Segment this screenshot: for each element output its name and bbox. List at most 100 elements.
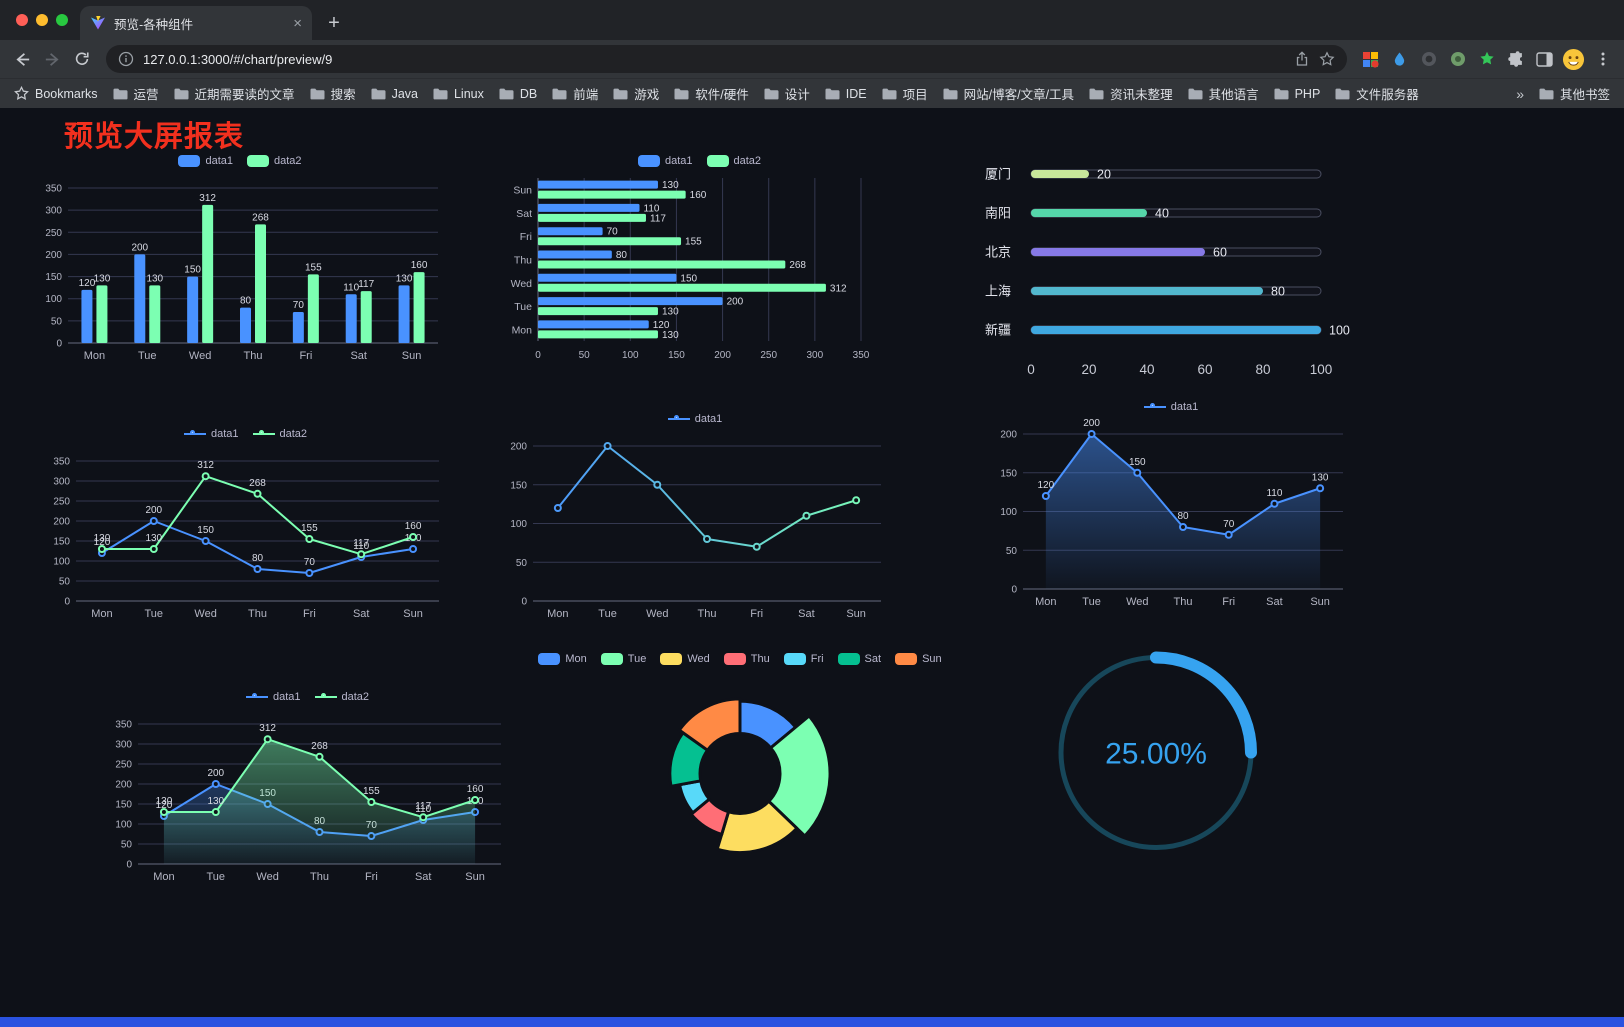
site-info-icon[interactable]: [118, 51, 134, 67]
svg-text:80: 80: [616, 250, 628, 261]
legend-item[interactable]: Sun: [895, 653, 942, 665]
legend-item[interactable]: data1: [667, 413, 722, 425]
bookmark-folder[interactable]: 游戏: [613, 84, 659, 103]
legend-item[interactable]: data2: [314, 691, 369, 703]
svg-text:厦门: 厦门: [985, 167, 1011, 182]
svg-text:Thu: Thu: [514, 255, 532, 267]
other-bookmarks-item[interactable]: 其他书签: [1539, 84, 1610, 103]
bookmark-folder[interactable]: PHP: [1274, 84, 1320, 103]
bookmark-folder[interactable]: 设计: [764, 84, 810, 103]
profile-avatar[interactable]: [1560, 46, 1587, 73]
legend-item[interactable]: Tue: [600, 653, 646, 665]
svg-text:Fri: Fri: [750, 608, 763, 620]
bookmark-folder[interactable]: Linux: [433, 84, 484, 103]
close-window-button[interactable]: [16, 14, 28, 26]
bookmarks-overflow-chevron[interactable]: »: [1516, 85, 1524, 102]
browser-menu-icon[interactable]: [1589, 46, 1616, 73]
extensions-puzzle-icon[interactable]: [1502, 46, 1529, 73]
legend-item[interactable]: data2: [706, 155, 761, 167]
star-icon: [14, 86, 29, 100]
browser-tab[interactable]: 预览-各种组件 ×: [80, 6, 312, 40]
bookmark-folder[interactable]: 其他语言: [1188, 84, 1259, 103]
svg-text:117: 117: [415, 801, 431, 812]
legend-item[interactable]: data1: [245, 691, 301, 703]
legend-item[interactable]: Thu: [723, 653, 770, 665]
bookmark-folder[interactable]: 软件/硬件: [674, 84, 749, 103]
svg-text:100: 100: [510, 519, 527, 530]
legend-item[interactable]: data1: [183, 428, 239, 440]
svg-text:250: 250: [53, 497, 70, 508]
svg-text:0: 0: [521, 597, 527, 608]
extension-icon-green-circle[interactable]: [1444, 46, 1471, 73]
new-tab-button[interactable]: +: [328, 11, 340, 34]
svg-text:312: 312: [199, 193, 216, 204]
svg-text:160: 160: [467, 784, 484, 795]
svg-text:Thu: Thu: [310, 871, 329, 883]
legend-swatch: [538, 653, 561, 665]
bookmark-folder[interactable]: IDE: [825, 84, 867, 103]
address-bar[interactable]: 127.0.0.1:3000/#/chart/preview/9: [106, 45, 1347, 73]
bookmark-folder[interactable]: Java: [371, 84, 418, 103]
bookmark-folder-label: 设计: [784, 88, 810, 102]
bookmark-star-icon[interactable]: [1319, 51, 1335, 67]
bookmarks-manager-item[interactable]: Bookmarks: [14, 86, 98, 101]
chart-legend: data1 data2: [100, 686, 515, 708]
extension-icon-dark-circle[interactable]: [1415, 46, 1442, 73]
svg-text:268: 268: [252, 212, 269, 223]
legend-item[interactable]: data1: [1143, 401, 1198, 413]
svg-text:200: 200: [1000, 430, 1017, 441]
svg-text:200: 200: [1083, 418, 1100, 429]
bookmark-folder[interactable]: 资讯未整理: [1089, 84, 1173, 103]
svg-text:20: 20: [1081, 362, 1096, 377]
back-button[interactable]: [8, 45, 36, 73]
bookmark-folder[interactable]: 项目: [882, 84, 928, 103]
legend-item[interactable]: data1: [178, 155, 233, 167]
bookmark-folder[interactable]: 文件服务器: [1335, 84, 1419, 103]
svg-text:200: 200: [131, 242, 148, 253]
tab-close-icon[interactable]: ×: [293, 14, 302, 32]
maximize-window-button[interactable]: [56, 14, 68, 26]
bookmark-folder[interactable]: 近期需要读的文章: [174, 84, 295, 103]
legend-label: Thu: [750, 653, 770, 665]
svg-text:Fri: Fri: [1222, 596, 1235, 608]
legend-item[interactable]: data2: [247, 155, 302, 167]
extension-icon-green-star[interactable]: [1473, 46, 1500, 73]
bookmark-folder[interactable]: 前端: [552, 84, 598, 103]
rose-pie-chart: Mon Tue Wed Thu Fri Sat Sun: [538, 648, 942, 913]
bookmark-folder[interactable]: DB: [499, 84, 537, 103]
folder-icon: [943, 88, 958, 99]
extension-icon-colorful[interactable]: [1357, 46, 1384, 73]
legend-item[interactable]: data1: [637, 155, 693, 167]
bookmark-folder-label: 软件/硬件: [695, 88, 749, 102]
bookmark-folder-label: 资讯未整理: [1110, 88, 1173, 102]
side-panel-icon[interactable]: [1531, 46, 1558, 73]
legend-item[interactable]: Mon: [538, 653, 587, 665]
svg-text:Thu: Thu: [244, 350, 263, 362]
minimize-window-button[interactable]: [36, 14, 48, 26]
legend-item[interactable]: Sat: [837, 653, 881, 665]
svg-text:200: 200: [510, 442, 527, 453]
forward-button[interactable]: [38, 45, 66, 73]
svg-text:130: 130: [156, 796, 173, 807]
back-icon: [15, 52, 29, 66]
legend-item[interactable]: data2: [252, 428, 307, 440]
svg-text:Wed: Wed: [194, 608, 216, 620]
share-icon[interactable]: [1294, 51, 1310, 67]
svg-text:50: 50: [516, 558, 528, 569]
bookmark-folder[interactable]: 网站/博客/文章/工具: [943, 84, 1074, 103]
svg-text:200: 200: [45, 250, 62, 261]
legend-item[interactable]: Fri: [783, 653, 824, 665]
svg-text:Tue: Tue: [598, 608, 617, 620]
legend-item[interactable]: Wed: [660, 653, 710, 665]
svg-text:110: 110: [415, 804, 431, 815]
svg-text:117: 117: [650, 213, 666, 224]
extension-icon-drop[interactable]: [1386, 46, 1413, 73]
reload-button[interactable]: [68, 45, 96, 73]
svg-text:350: 350: [115, 720, 132, 731]
bookmark-folder[interactable]: 搜索: [310, 84, 356, 103]
bookmark-folder[interactable]: 运营: [113, 84, 159, 103]
url-text[interactable]: 127.0.0.1:3000/#/chart/preview/9: [143, 51, 333, 67]
svg-text:20: 20: [1097, 168, 1111, 182]
legend-swatch: [183, 429, 206, 435]
svg-text:155: 155: [363, 786, 380, 797]
